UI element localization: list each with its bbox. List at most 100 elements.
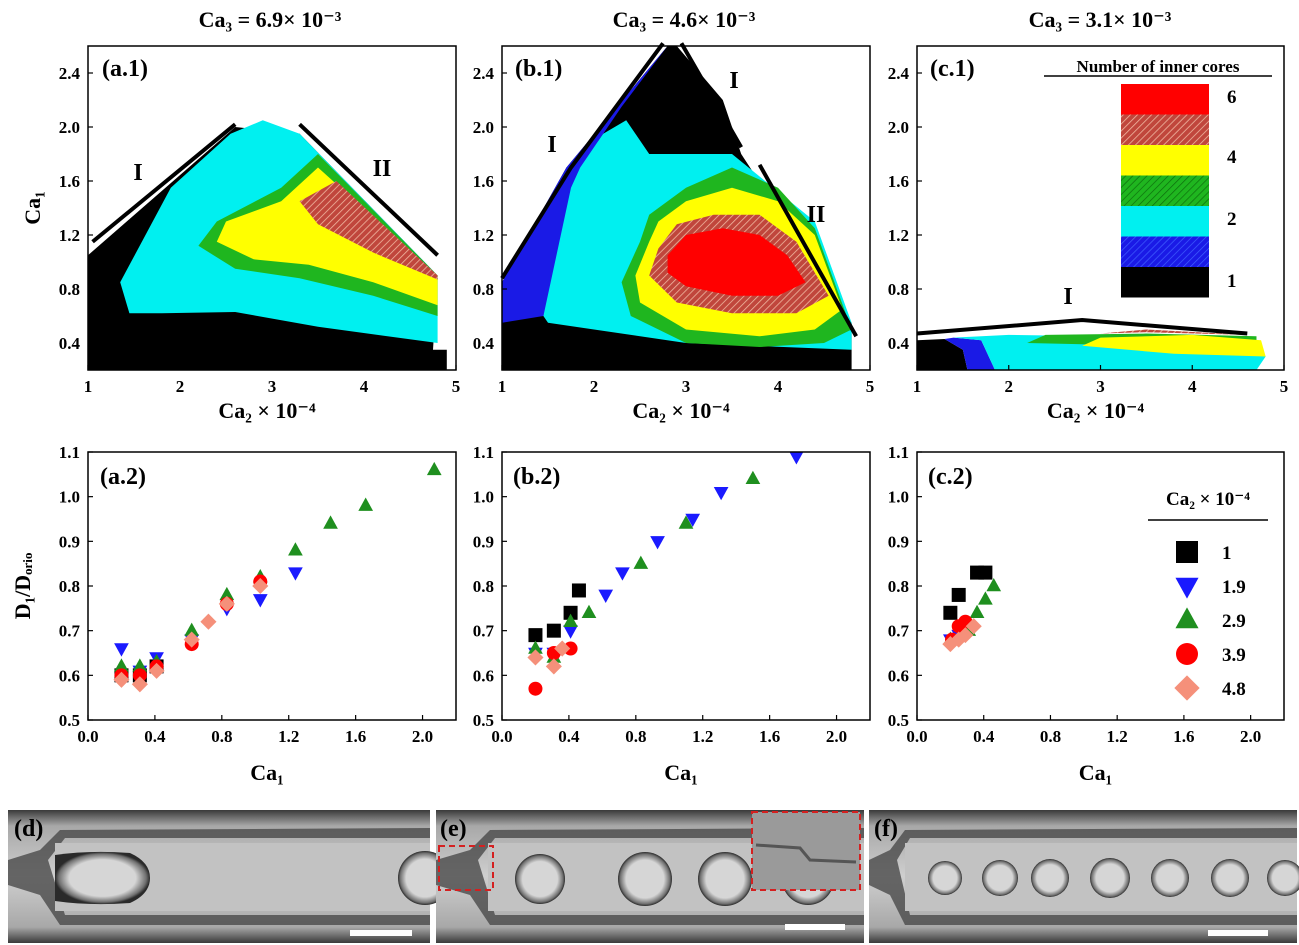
xtick-label-c2: 2.0 [1240,727,1261,746]
legend-swatch-1 [1121,114,1209,145]
xlabel-b1: Ca₂ × 10⁻⁴ [632,398,730,423]
xtick-label-c2: 0.0 [906,727,927,746]
region-label-a1-1: II [373,156,392,182]
xtick-label-b1: 5 [866,377,875,396]
ytick-label-b2: 0.9 [473,532,494,551]
xtick-label-c1: 3 [1096,377,1105,396]
ytick-label-a1: 0.8 [59,280,80,299]
ytick-label-b2: 0.8 [473,577,494,596]
legend-inner-cores: Number of inner cores 6 4 2 1 [1044,57,1272,298]
chart-c1: I 1 2 3 4 5 0.4 0.8 1.2 1.6 2.0 2.4 (c.1) Ca₂ × 10⁻⁴ N… [888,45,1289,423]
point-b2-1.9-7 [713,486,729,501]
plot-frame-b2 [501,451,871,721]
xtick-label-b2: 0.0 [491,727,512,746]
xtick-label-c1: 4 [1188,377,1197,396]
region-c1-blue-1 [944,337,995,370]
ytick-label-a1: 2.0 [59,118,80,137]
regions-c1 [917,329,1266,370]
point-b2-4.8-1 [545,658,562,675]
point-c2-1-1 [951,587,966,602]
label-f: (f) [874,816,898,842]
point-b2-1.9-2 [563,625,578,639]
point-b2-1.9-8 [789,452,804,465]
ytick-label-c2: 0.7 [888,622,910,641]
xtick-label-b2: 0.8 [625,727,646,746]
region-label-b1-1: I [729,68,738,94]
ytick-label-c2: 0.8 [888,577,909,596]
ylabel-a2: D₁/Dₒᵣᵢₒ [10,553,35,620]
point-b2-1.9-5 [650,536,665,550]
ytick-label-a1: 2.4 [59,64,81,83]
point-a2-2.9-1 [132,658,148,672]
point-b2-3.9-0 [528,681,543,696]
chart-panels: I II1 2 3 4 50.40.81.21.62.02.4 (a.1)Ca₂ × 10⁻… [10,42,1289,785]
point-b2-1-3 [571,583,586,598]
ytick-label-b1: 1.6 [473,172,494,191]
point-b2-4.8-2 [554,640,571,657]
xlabel-a2: Ca₁ [250,760,283,785]
ylabel-a1: Ca₁ [20,191,45,224]
chart-c2: 0.0 0.4 0.8 1.2 1.6 2.0 0.5 0.6 0.7 0.8 0.9 1.0 1.1 (… [888,443,1285,785]
legend-entry-6: 6 [1227,87,1237,108]
ytick-label-c1: 0.8 [888,280,909,299]
micrograph-e [436,810,864,943]
ytick-label-c1: 2.4 [888,64,910,83]
xtick-label-c1: 5 [1280,377,1289,396]
xtick-label-c1: 1 [913,377,922,396]
zoom-box-small [438,845,494,891]
title-b1: Ca₃ = 4.6× 10⁻³ [613,7,756,32]
point-b2-1.9-3 [598,589,614,603]
xtick-label-c2: 1.6 [1173,727,1194,746]
ytick-label-a2: 0.9 [59,532,80,551]
region-a1-hatched_red-4 [299,181,438,280]
xtick-label-c2: 1.2 [1107,727,1128,746]
ytick-label-a1: 0.4 [59,334,81,353]
region-a1-yellow-3 [216,167,438,306]
point-a2-4.8-4 [200,613,217,630]
point-c2-4.8-0 [942,636,959,653]
point-c2-2.9-4 [986,577,1002,592]
panel-label-b2: (b.2) [513,464,560,490]
legend-swatch-0 [1121,84,1209,115]
point-a2-1.9-5 [252,594,268,608]
boundary-line-b1-2 [757,163,858,338]
xtick-label-c2: 0.8 [1040,727,1061,746]
ytick-label-b1: 0.4 [473,334,495,353]
point-c2-4.8-2 [957,627,974,644]
point-b2-4.8-0 [527,649,544,666]
ytick-label-b2: 0.7 [473,622,495,641]
ytick-label-b1: 2.0 [473,118,494,137]
boundary-line-a1-0 [91,122,237,244]
point-b2-1-2 [563,605,578,620]
boundary-line-b1-0 [500,42,665,280]
point-b2-2.9-6 [745,470,761,485]
point-b2-1-0 [528,628,543,643]
xtick-label-a2: 1.2 [278,727,299,746]
legend-swatch-3 [1121,175,1209,206]
boundary-line-a1-1 [298,122,439,257]
ytick-label-c1: 2.0 [888,118,909,137]
ytick-label-a2: 0.8 [59,577,80,596]
point-b2-1.9-4 [615,567,630,581]
point-a2-4.8-3 [183,631,200,648]
xtick-label-a1: 5 [452,377,461,396]
legend-marker-4.8 [1174,675,1200,701]
point-b2-1.9-6 [685,513,701,528]
title-a1: Ca₃ = 6.9× 10⁻³ [199,7,342,32]
point-c2-1-3 [978,565,993,580]
xtick-label-c1: 2 [1005,377,1014,396]
point-b2-2.9-4 [633,555,649,569]
ytick-label-c2: 0.5 [888,711,909,730]
legend-marker-1 [1176,541,1198,563]
xlabel-c2: Ca₁ [1079,760,1112,785]
xtick-label-b1: 3 [682,377,691,396]
legend-swatch-2 [1121,145,1209,176]
point-a2-2.9-6 [288,542,303,556]
legend-ca2: Ca₂ × 10⁻⁴ 1 1.9 2.9 3.9 4.8 [1148,489,1268,701]
region-label-b1-0: I [547,132,556,158]
xtick-label-a1: 4 [360,377,369,396]
legend-entry-4: 4 [1227,147,1237,168]
legend-label-4.8: 4.8 [1222,679,1246,700]
